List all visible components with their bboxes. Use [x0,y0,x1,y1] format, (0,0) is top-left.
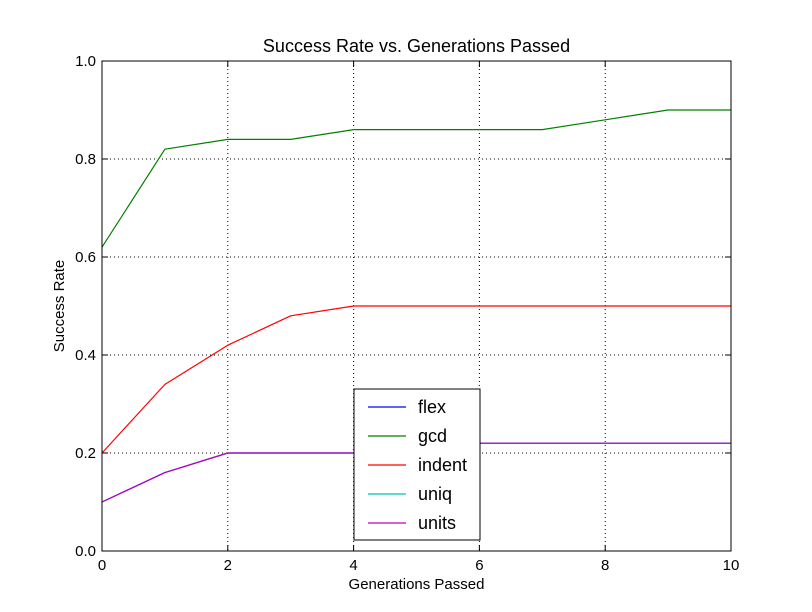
y-tick-label: 0.2 [75,445,96,462]
legend-label-flex: flex [418,397,446,417]
legend: flex gcd indent uniq units [353,388,481,541]
legend-label-indent: indent [418,455,467,475]
plot-frame [101,60,732,552]
series-line-gcd [101,109,731,248]
x-tick-label: 10 [723,557,740,574]
ticks: 0 2 4 6 8 10 0.0 0.2 0.4 0.6 0.8 1.0 [75,53,739,574]
chart-title: Success Rate vs. Generations Passed [263,36,570,56]
y-tick-label: 0.0 [75,543,96,560]
y-tick-label: 1.0 [75,53,96,70]
y-tick-label: 0.6 [75,249,96,266]
x-tick-label: 0 [98,557,106,574]
legend-label-gcd: gcd [418,426,447,446]
x-tick-label: 4 [349,557,357,574]
y-tick-label: 0.4 [75,347,96,364]
x-tick-label: 2 [224,557,232,574]
legend-label-uniq: uniq [418,484,452,504]
series-line-indent [101,305,731,454]
y-tick-label: 0.8 [75,151,96,168]
x-tick-label: 6 [475,557,483,574]
x-tick-label: 8 [601,557,609,574]
y-axis-title: Success Rate [51,260,68,353]
legend-label-units: units [418,513,456,533]
x-axis-title: Generations Passed [349,576,485,593]
